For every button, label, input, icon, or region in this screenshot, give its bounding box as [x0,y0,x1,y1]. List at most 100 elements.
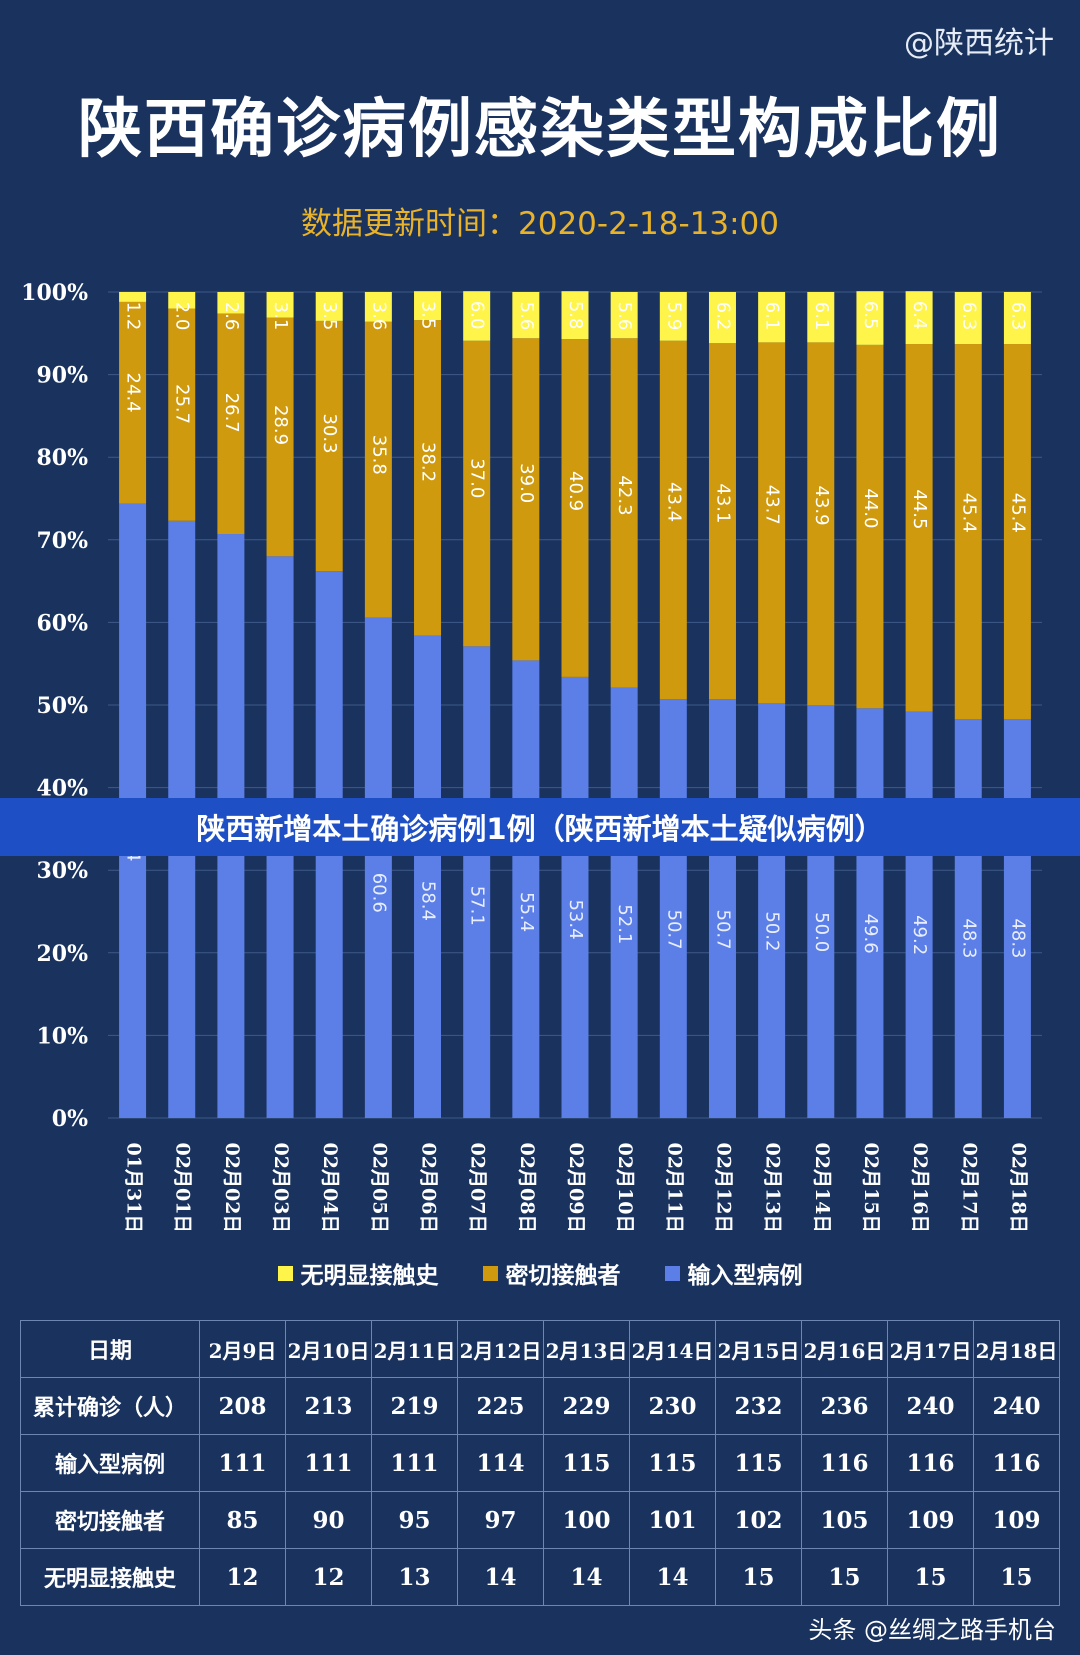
bar-segment [266,317,294,557]
table-cell: 15 [715,1548,802,1606]
table-cell: 219 [371,1377,458,1435]
bar-value-label: 52.1 [614,904,635,944]
table-cell: 236 [801,1377,888,1435]
table-row-label: 密切接触者 [20,1491,200,1549]
bar-value-label: 53.4 [565,899,586,939]
table-header-cell: 2月12日 [457,1320,544,1378]
bar-value-label: 48.3 [958,918,979,958]
x-tick-label: 02月08日 [516,1143,538,1230]
legend-label-unknown: 无明显接触史 [300,1263,439,1289]
table-cell: 12 [199,1548,286,1606]
bar-segment [807,342,835,705]
bar-value-label: 28.9 [270,405,291,445]
bar-value-label: 43.1 [712,483,733,523]
bar-segment [856,344,884,709]
table-header-cell: 2月15日 [715,1320,802,1378]
bar-value-label: 2.0 [172,302,193,331]
legend-item-close-contact: 密切接触者 [482,1256,621,1290]
bar-value-label: 5.9 [663,302,684,331]
table-cell: 14 [629,1548,716,1606]
table-cell: 111 [199,1434,286,1492]
x-tick-label: 02月17日 [958,1143,980,1230]
x-tick-label: 02月09日 [565,1143,587,1230]
bar-value-label: 37.0 [467,458,488,498]
table-cell: 213 [285,1377,372,1435]
table-row: 输入型病例 111 111 111 114 115 115 115 116 11… [20,1434,1060,1492]
bar-segment [954,344,982,720]
bar-segment [610,687,638,1118]
x-tick-label: 02月06日 [418,1143,440,1230]
legend-swatch-imported [664,1265,680,1281]
x-tick-label: 02月01日 [172,1143,194,1230]
bar-segment [905,344,933,712]
table-cell: 230 [629,1377,716,1435]
bar-segment [315,292,343,321]
bar-segment [905,711,933,1118]
table-cell: 12 [285,1548,372,1606]
table-cell: 15 [887,1548,974,1606]
source-watermark: @陕西统计 [904,26,1054,61]
table-cell: 115 [629,1434,716,1492]
x-tick-label: 02月05日 [368,1143,390,1230]
x-tick-label: 02月03日 [270,1143,292,1230]
table-cell: 116 [801,1434,888,1492]
table-row: 无明显接触史 12 12 13 14 14 14 15 15 15 15 [20,1548,1060,1606]
bar-value-label: 35.8 [368,435,389,475]
bar-segment [217,313,245,535]
bar-segment [610,292,638,339]
bar-segment [463,646,491,1118]
bar-value-label: 6.3 [1007,302,1028,331]
x-tick-label: 01月31日 [123,1143,145,1230]
bar-segment [561,676,589,1118]
table-cell: 109 [887,1491,974,1549]
bar-segment [708,292,736,344]
table-cell: 102 [715,1491,802,1549]
bar-value-label: 1.2 [123,302,144,331]
bar-value-label: 43.9 [811,486,832,526]
table-cell: 111 [285,1434,372,1492]
table-cell: 95 [371,1491,458,1549]
bar-segment [807,292,835,343]
bar-segment [364,292,392,322]
bar-segment [561,291,589,340]
legend-item-imported: 输入型病例 [664,1256,803,1290]
legend-label-close-contact: 密切接触者 [505,1263,621,1289]
table-row-label: 无明显接触史 [20,1548,200,1606]
bar-value-label: 50.2 [762,911,783,951]
table-cell: 208 [199,1377,286,1435]
bar-value-label: 3.5 [319,302,340,331]
y-tick-label: 100% [21,280,88,306]
x-tick-label: 02月11日 [663,1143,685,1230]
bar-segment [856,291,884,345]
stacked-bar-chart: 0%10%20%30%40%50%60%70%80%90%100%74.424.… [21,280,1042,1230]
bar-value-label: 45.4 [958,493,979,533]
table-cell: 15 [973,1548,1060,1606]
bar-segment [708,343,736,700]
bar-value-label: 42.3 [614,475,635,515]
x-tick-label: 02月15日 [860,1143,882,1230]
x-tick-label: 02月14日 [811,1143,833,1230]
data-table: 日期 2月9日 2月10日 2月11日 2月12日 2月13日 2月14日 2月… [20,1320,1060,1606]
page-title: 陕西确诊病例感染类型构成比例 [78,93,1002,167]
x-tick-label: 02月04日 [319,1143,341,1230]
y-tick-label: 10% [36,1023,88,1049]
bar-segment [364,617,392,1118]
bar-value-label: 40.9 [565,471,586,511]
bar-segment [659,292,687,341]
bar-segment [266,292,294,318]
x-tick-label: 02月02日 [221,1143,243,1230]
bar-segment [414,320,442,636]
bar-value-label: 6.4 [909,301,930,330]
bar-segment [659,340,687,700]
x-tick-label: 02月16日 [909,1143,931,1230]
bar-value-label: 6.5 [860,301,881,330]
table-cell: 111 [371,1434,458,1492]
x-tick-label: 02月10日 [614,1143,636,1230]
table-header-cell: 2月9日 [199,1320,286,1378]
table-cell: 85 [199,1491,286,1549]
table-cell: 232 [715,1377,802,1435]
bar-value-label: 50.7 [712,910,733,950]
x-tick-label: 02月07日 [467,1143,489,1230]
bar-value-label: 3.5 [418,301,439,330]
bar-segment [119,292,147,302]
